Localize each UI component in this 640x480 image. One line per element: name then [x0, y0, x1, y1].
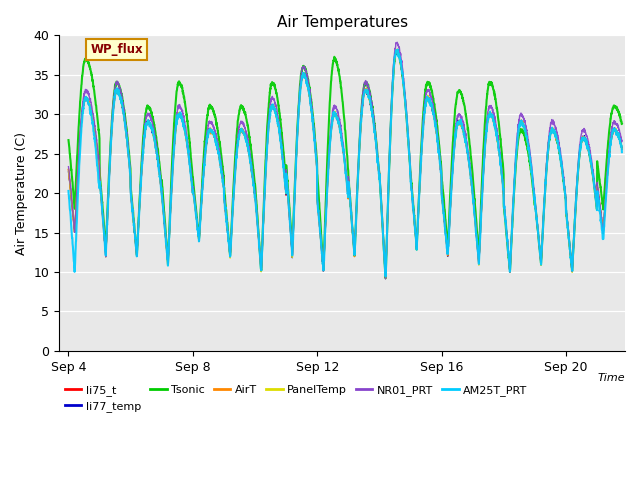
Y-axis label: Air Temperature (C): Air Temperature (C)	[15, 132, 28, 254]
Text: Time: Time	[597, 373, 625, 383]
Text: WP_flux: WP_flux	[90, 43, 143, 56]
Legend: li75_t, li77_temp, Tsonic, AirT, PanelTemp, NR01_PRT, AM25T_PRT: li75_t, li77_temp, Tsonic, AirT, PanelTe…	[65, 385, 527, 412]
Title: Air Temperatures: Air Temperatures	[276, 15, 408, 30]
